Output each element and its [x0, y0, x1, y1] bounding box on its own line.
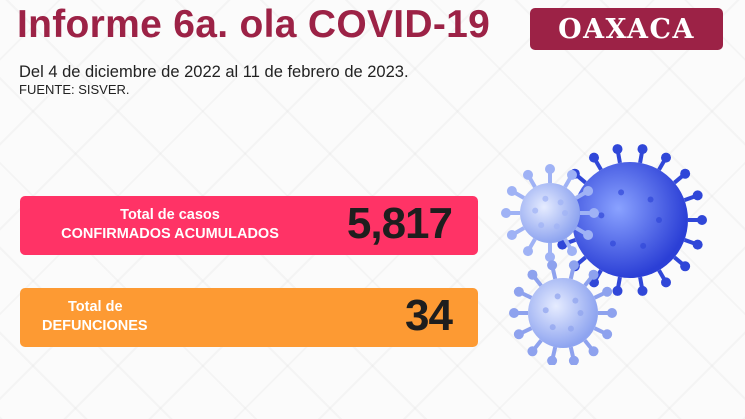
deaths-label: Total de DEFUNCIONES [42, 298, 148, 336]
label-line-2: DEFUNCIONES [42, 318, 148, 334]
date-range: Del 4 de diciembre de 2022 al 11 de febr… [19, 63, 409, 81]
state-badge: OAXACA [530, 8, 723, 50]
virus-icon [501, 144, 707, 365]
confirmed-cases-card: Total de casos CONFIRMADOS ACUMULADOS 5,… [20, 196, 478, 255]
deaths-value: 34 [405, 291, 453, 340]
deaths-card: Total de DEFUNCIONES 34 [20, 288, 478, 347]
source-note: FUENTE: SISVER. [19, 82, 130, 97]
virus-small-top [501, 164, 599, 262]
label-line-1: Total de [68, 299, 123, 315]
virus-large [553, 144, 707, 296]
label-line-1: Total de casos [120, 207, 220, 223]
confirmed-cases-value: 5,817 [346, 199, 453, 248]
label-line-2: CONFIRMADOS ACUMULADOS [61, 226, 279, 242]
confirmed-cases-label: Total de casos CONFIRMADOS ACUMULADOS [40, 206, 300, 244]
virus-small-bottom [509, 260, 617, 365]
page-title: Informe 6a. ola COVID-19 [17, 3, 491, 46]
